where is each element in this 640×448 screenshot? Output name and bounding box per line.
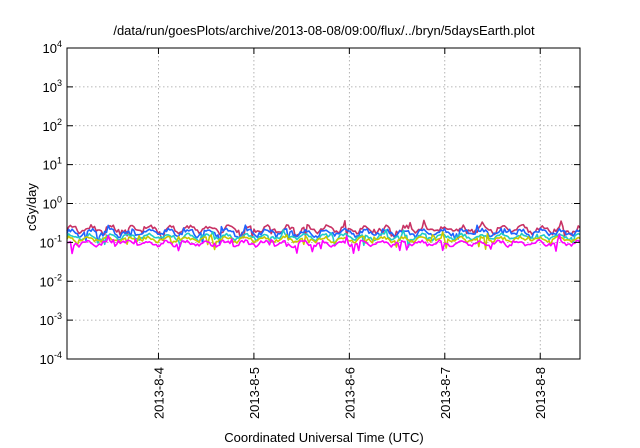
- y-tick-label: 10-1: [40, 233, 62, 250]
- y-tick-label: 100: [43, 195, 62, 212]
- x-axis-ticks: 2013-8-4 2013-8-5 2013-8-6 2013-8-7 2013-8-8: [151, 48, 548, 419]
- chart-title: /data/run/goesPlots/archive/2013-08-08/0…: [113, 23, 535, 38]
- y-axis-label: cGy/day: [24, 183, 39, 231]
- series-line: [66, 224, 581, 245]
- series-line: [66, 219, 581, 242]
- series-group: [66, 219, 581, 255]
- y-tick-label: 101: [43, 156, 62, 173]
- x-tick-label: 2013-8-7: [438, 367, 453, 419]
- x-tick-label: 2013-8-8: [533, 367, 548, 419]
- y-tick-label: 10-2: [40, 272, 62, 289]
- x-tick-label: 2013-8-6: [342, 367, 357, 419]
- y-tick-label: 10-3: [40, 311, 62, 328]
- grid: [67, 48, 580, 359]
- x-tick-label: 2013-8-5: [247, 367, 262, 419]
- y-tick-label: 10-4: [40, 350, 62, 367]
- x-tick-label: 2013-8-4: [151, 367, 166, 419]
- y-tick-label: 102: [43, 117, 62, 134]
- series-line: [67, 233, 581, 255]
- series-line: [66, 231, 581, 251]
- y-tick-label: 103: [43, 78, 62, 95]
- series-line: [66, 228, 581, 248]
- y-tick-label: 104: [43, 39, 62, 56]
- x-axis-label: Coordinated Universal Time (UTC): [224, 430, 423, 445]
- y-axis-ticks: 10-4 10-3 10-2 10-1 100 101 102 103 104: [40, 39, 580, 367]
